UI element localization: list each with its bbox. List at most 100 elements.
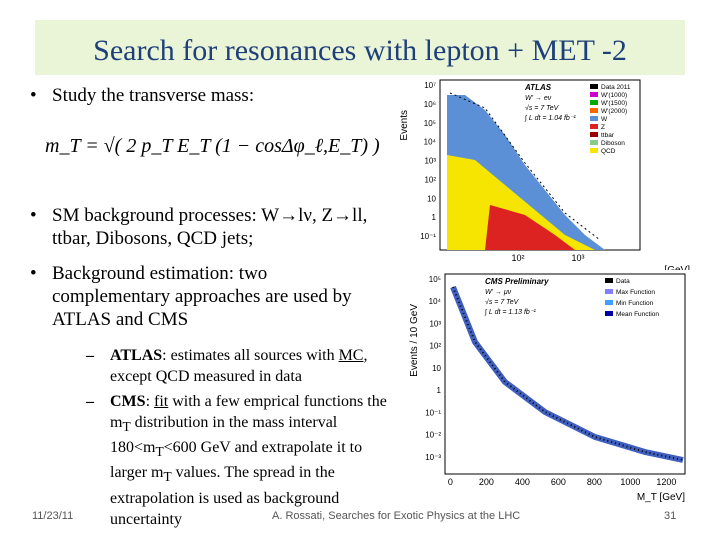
x-tick-label: 10³ bbox=[571, 253, 584, 263]
plot-label: ∫ L dt = 1.04 fb⁻¹ bbox=[524, 115, 576, 122]
legend-swatch bbox=[590, 92, 598, 97]
slide-title: Search for resonances with lepton + MET … bbox=[35, 20, 685, 75]
x-axis-label: M_T [GeV] bbox=[637, 492, 685, 503]
y-tick-label: 10⁻¹ bbox=[425, 408, 441, 417]
legend-swatch bbox=[605, 278, 613, 283]
legend-swatch bbox=[590, 148, 598, 153]
y-axis-label: Events bbox=[399, 110, 410, 141]
x-tick-label: 1000 bbox=[620, 477, 640, 487]
footer-date: 11/23/11 bbox=[32, 510, 74, 522]
legend-swatch bbox=[605, 289, 613, 294]
x-tick-label: 800 bbox=[587, 477, 602, 487]
y-tick-label: 10⁻² bbox=[425, 431, 441, 440]
y-tick-label: 10 bbox=[427, 194, 436, 203]
seg: T bbox=[122, 419, 131, 435]
plot-label: √s = 7 TeV bbox=[485, 298, 520, 306]
seg: <600 GeV and extrapolate it to larger m bbox=[110, 439, 363, 482]
plot-label: W' → eν bbox=[525, 95, 552, 102]
seg: T bbox=[163, 469, 172, 485]
legend-swatch bbox=[590, 116, 598, 121]
seg: T bbox=[155, 444, 164, 460]
legend-entry: Max Function bbox=[616, 289, 655, 296]
legend-entry: W'(1000) bbox=[601, 92, 627, 99]
x-tick-label: 200 bbox=[479, 477, 494, 487]
sub-bullet: – ATLAS: estimates all sources with MC, e… bbox=[86, 347, 368, 385]
x-tick-label: 600 bbox=[551, 477, 566, 487]
legend-entry: Data 2011 bbox=[601, 84, 631, 91]
y-tick-label: 10⁷ bbox=[424, 81, 436, 90]
seg: fit bbox=[154, 393, 169, 410]
formula: m_T = √( 2 p_T E_T (1 − cosΔφ_ℓ,E_T) ) bbox=[45, 135, 380, 157]
bullet: • Background estimation: two complementar… bbox=[30, 263, 352, 330]
y-tick-label: 10⁻³ bbox=[425, 453, 441, 462]
y-tick-label: 10³ bbox=[424, 157, 436, 166]
bullet-text: Background estimation: two complementary… bbox=[52, 263, 352, 330]
page-number: 31 bbox=[664, 510, 677, 522]
y-tick-label: 10⁵ bbox=[429, 275, 441, 284]
bullet: • Study the transverse mass: bbox=[30, 85, 255, 106]
plot-label: ATLAS bbox=[524, 83, 552, 92]
y-axis-label: Events / 10 GeV bbox=[409, 304, 420, 377]
legend-entry: W'(1500) bbox=[601, 100, 627, 107]
seg: ATLAS bbox=[110, 347, 163, 364]
y-tick-label: 10³ bbox=[429, 319, 441, 328]
y-tick-label: 1 bbox=[432, 213, 437, 222]
y-tick-label: 10⁴ bbox=[424, 138, 437, 147]
frame bbox=[444, 273, 686, 475]
y-tick-label: 10⁵ bbox=[424, 119, 436, 128]
plot-label: CMS Preliminary bbox=[485, 277, 549, 286]
y-tick-label: 10² bbox=[429, 342, 441, 351]
legend-entry: Data bbox=[616, 278, 630, 285]
legend-entry: Min Function bbox=[616, 300, 654, 307]
legend-swatch bbox=[590, 100, 598, 105]
legend-swatch bbox=[590, 124, 598, 129]
bullet: • SM background processes: W→lν, Z→ll, tt… bbox=[30, 205, 368, 249]
legend-entry: ttbar bbox=[601, 132, 615, 139]
legend-swatch bbox=[590, 140, 598, 145]
legend-entry: Z bbox=[601, 124, 605, 131]
data-points bbox=[449, 92, 601, 241]
legend-entry: QCD bbox=[601, 148, 616, 155]
legend-entry: W bbox=[601, 116, 608, 123]
legend-swatch bbox=[590, 84, 598, 89]
legend-entry: Mean Function bbox=[616, 311, 659, 318]
legend-swatch bbox=[605, 311, 613, 316]
y-tick-label: 10² bbox=[424, 175, 436, 184]
y-tick-label: 10⁴ bbox=[429, 297, 442, 306]
plot-label: √s = 7 TeV bbox=[525, 104, 560, 112]
bullet-text: Study the transverse mass: bbox=[52, 85, 255, 106]
qcd-area bbox=[447, 155, 595, 250]
x-tick-label: 10² bbox=[511, 253, 524, 263]
atlas-plot: 10⁷ 10⁶ 10⁵ 10⁴ 10³ 10² 10 1 10⁻¹ 10² 10³ Events [Ge… bbox=[399, 79, 690, 270]
seg: : estimates all sources with bbox=[162, 347, 339, 364]
x-axis-label: [GeV] bbox=[664, 265, 690, 270]
cms-plot: 10⁵ 10⁴ 10³ 10² 10 1 10⁻¹ 10⁻² 10⁻³ 0 200 400 600 800… bbox=[409, 273, 686, 503]
fit-band bbox=[450, 285, 684, 463]
plot-label: ∫ L dt = 1.13 fb⁻¹ bbox=[484, 309, 536, 316]
seg: distribution in the mass interval 180<m bbox=[110, 414, 338, 457]
y-tick-label: 10⁻¹ bbox=[420, 232, 436, 241]
legend-swatch bbox=[590, 132, 598, 137]
legend-entry: Diboson bbox=[601, 140, 625, 147]
seg: , except QCD measured in data bbox=[110, 347, 368, 385]
plot-label: W' → μν bbox=[485, 289, 512, 296]
x-tick-label: 0 bbox=[448, 477, 453, 487]
seg: with a few emprical functions the m bbox=[110, 393, 387, 431]
seg: : bbox=[145, 393, 155, 410]
legend-swatch bbox=[590, 108, 598, 113]
seg: MC bbox=[338, 347, 364, 364]
legend-entry: W'(2000) bbox=[601, 108, 627, 115]
legend-swatch bbox=[605, 300, 613, 305]
x-tick-label: 400 bbox=[515, 477, 530, 487]
y-tick-label: 1 bbox=[437, 386, 442, 395]
ttbar-area bbox=[485, 205, 575, 250]
footer-author: A. Rossati, Searches for Exotic Physics … bbox=[272, 510, 521, 522]
bullet-text: SM background processes: W→lν, Z→ll, ttb… bbox=[52, 205, 368, 249]
seg: CMS bbox=[110, 393, 146, 410]
x-tick-label: 1200 bbox=[656, 477, 676, 487]
y-tick-label: 10 bbox=[432, 364, 441, 373]
sub-bullet: – CMS: fit with a few emprical functions … bbox=[86, 393, 387, 528]
seg: values. The spread in the extrapolation … bbox=[110, 464, 340, 528]
y-tick-label: 10⁶ bbox=[424, 100, 436, 109]
